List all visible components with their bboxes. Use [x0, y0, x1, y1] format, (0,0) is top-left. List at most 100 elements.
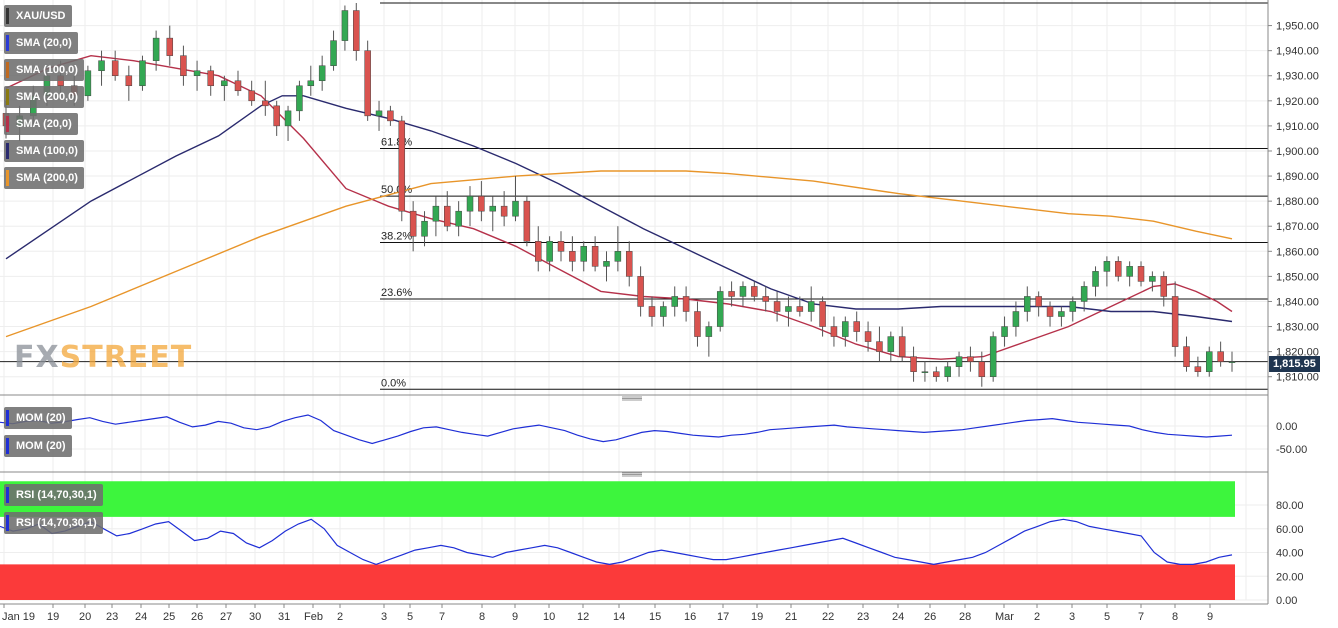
legend-label: SMA (100,0) [16, 145, 78, 157]
candle-body [625, 251, 633, 277]
x-tick-label: 2 [1034, 611, 1040, 623]
candle-body [523, 200, 531, 242]
x-tick-label: 19 [751, 611, 763, 623]
y-tick-label: 1,830.00 [1276, 322, 1319, 334]
candle-body [819, 301, 826, 327]
x-tick-label: 30 [249, 611, 261, 623]
legend-item[interactable]: SMA (100,0) [4, 59, 84, 81]
candle-body [751, 286, 758, 297]
legend-item-rsi[interactable]: RSI (14,70,30,1) [4, 484, 103, 506]
candle-body [166, 37, 174, 56]
candle-body [967, 356, 974, 362]
candle-body [1228, 361, 1236, 363]
candle-body [807, 301, 815, 312]
overbought-zone [0, 481, 1235, 517]
x-tick-label: 5 [407, 611, 413, 623]
y-tick-label: 1,820.00 [1276, 347, 1319, 359]
y-tick-label: -50.00 [1276, 444, 1307, 456]
x-tick-label: 8 [479, 611, 485, 623]
legend-item[interactable]: SMA (20,0) [4, 113, 78, 135]
candle-body [569, 251, 576, 262]
legend-swatch [6, 143, 9, 159]
candle-body [1137, 266, 1145, 282]
x-tick-label: 3 [1069, 611, 1075, 623]
candle-body [762, 296, 769, 302]
candle-body [221, 80, 228, 87]
last-price-tag: 1,815.95 [1269, 356, 1320, 372]
x-tick-label: 26 [924, 611, 936, 623]
legend-swatch [6, 515, 9, 531]
candle-body [557, 241, 565, 252]
candle-body [648, 306, 656, 317]
x-tick-label: Feb [304, 611, 323, 623]
legend-item[interactable]: SMA (20,0) [4, 32, 78, 54]
candle-body [1080, 286, 1088, 302]
candle-body [705, 326, 713, 337]
candle-body [444, 205, 451, 227]
legend-item[interactable]: SMA (100,0) [4, 140, 84, 162]
legend-item[interactable]: XAU/USD [4, 5, 72, 27]
candle-body [478, 195, 485, 212]
x-tick-label: 8 [1172, 611, 1178, 623]
x-tick-label: 2 [337, 611, 343, 623]
candle-body [739, 286, 747, 297]
candle-body [375, 110, 383, 117]
candle-body [978, 361, 986, 377]
candle-body [876, 341, 883, 352]
candle-body [1183, 346, 1190, 367]
legend-item-rsi[interactable]: RSI (14,70,30,1) [4, 512, 103, 534]
y-tick-label: 0.00 [1276, 421, 1297, 433]
candle-body [898, 336, 906, 357]
legend-label: MOM (20) [16, 440, 66, 452]
candle-body [682, 296, 690, 312]
candle-body [466, 195, 474, 212]
candle-body [341, 10, 349, 41]
candle-body [398, 120, 406, 212]
legend-item[interactable]: SMA (200,0) [4, 167, 84, 189]
x-tick-label: 14 [613, 611, 625, 623]
candle-body [152, 37, 160, 61]
candle-body [421, 220, 428, 237]
y-tick-label: 1,840.00 [1276, 296, 1319, 308]
fxstreet-logo: FXSTREET [14, 340, 193, 375]
x-tick-label: 17 [717, 611, 729, 623]
legend-item[interactable]: SMA (200,0) [4, 86, 84, 108]
legend-swatch [6, 62, 9, 78]
rsi-panel [0, 481, 1235, 600]
legend-swatch [6, 8, 9, 24]
y-tick-label: 1,910.00 [1276, 121, 1319, 133]
candle-body [193, 70, 201, 76]
candle-body [671, 296, 678, 307]
x-tick-label: 27 [220, 611, 232, 623]
y-tick-label: 20.00 [1276, 571, 1304, 583]
x-tick-label: 23 [106, 611, 118, 623]
y-tick-label: 1,860.00 [1276, 246, 1319, 258]
candle-body [785, 306, 792, 312]
candle-body [330, 40, 337, 66]
legend-label: XAU/USD [16, 10, 66, 22]
x-tick-label: 25 [163, 611, 175, 623]
candle-body [728, 291, 735, 297]
x-tick-label: 19 [47, 611, 59, 623]
x-tick-label: 9 [1207, 611, 1213, 623]
candle-body [1001, 326, 1008, 337]
legend-item-mom[interactable]: MOM (20) [4, 435, 72, 457]
candle-body [409, 210, 417, 237]
candle-body [1160, 276, 1168, 297]
fib-label: 23.6% [381, 287, 412, 299]
x-tick-label: 26 [191, 611, 203, 623]
candle-body [830, 326, 838, 337]
candle-body [296, 85, 303, 112]
x-tick-label: 5 [1104, 611, 1110, 623]
candle-body [603, 261, 610, 267]
candle-body [1103, 261, 1111, 272]
candle-body [125, 75, 133, 87]
x-tick-label: 20 [79, 611, 91, 623]
candle-body [1092, 271, 1099, 287]
legend-item-mom[interactable]: MOM (20) [4, 407, 72, 429]
axes: 1,950.00 1,940.00 1,930.00 1,920.00 1,910.00… [0, 0, 1319, 623]
candle-body [432, 205, 440, 222]
candle-body [318, 65, 326, 82]
candle-body [364, 50, 371, 117]
